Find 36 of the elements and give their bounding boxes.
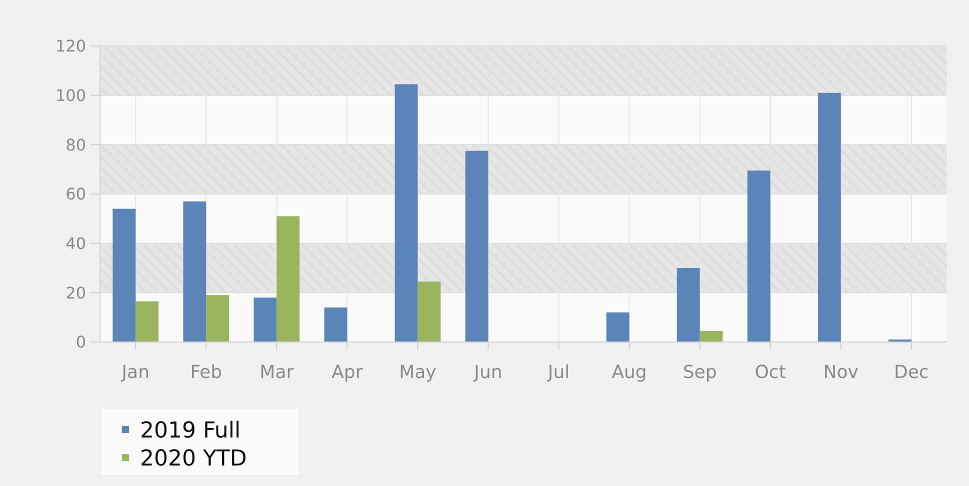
bar	[747, 170, 770, 342]
bar	[418, 282, 441, 342]
y-tick-label: 80	[66, 135, 86, 154]
bar	[136, 301, 159, 342]
bar	[700, 330, 723, 342]
y-tick-label: 100	[55, 86, 86, 105]
x-tick-label: Dec	[894, 362, 929, 383]
bar	[324, 307, 348, 342]
y-tick-label: 0	[76, 332, 86, 352]
y-tick-label: 20	[66, 283, 86, 302]
bar	[112, 208, 136, 342]
bar	[606, 312, 630, 342]
bar	[676, 268, 700, 342]
y-tick-label: 40	[66, 234, 86, 253]
bar	[465, 150, 488, 342]
x-tick-label: Jan	[120, 362, 150, 383]
bar	[818, 92, 841, 342]
x-tick-label: Mar	[260, 362, 294, 383]
bar	[394, 84, 418, 342]
legend-label: 2020 YTD	[140, 446, 247, 472]
y-tick-label: 60	[66, 184, 86, 204]
x-tick-label: Jun	[473, 362, 502, 383]
x-tick-label: Sep	[682, 362, 717, 383]
x-tick-label: Jul	[546, 362, 570, 383]
x-tick-label: Apr	[332, 362, 364, 383]
bar	[254, 298, 277, 342]
x-tick-label: Aug	[612, 362, 647, 383]
y-tick-label: 120	[55, 36, 86, 56]
bar	[276, 216, 300, 342]
x-tick-label: Feb	[190, 362, 222, 383]
x-tick-label: Oct	[754, 362, 786, 383]
x-tick-label: May	[399, 362, 437, 383]
bar	[183, 201, 206, 342]
bar	[206, 295, 230, 342]
legend-label: 2019 Full	[140, 418, 241, 444]
x-tick-label: Nov	[823, 362, 859, 383]
